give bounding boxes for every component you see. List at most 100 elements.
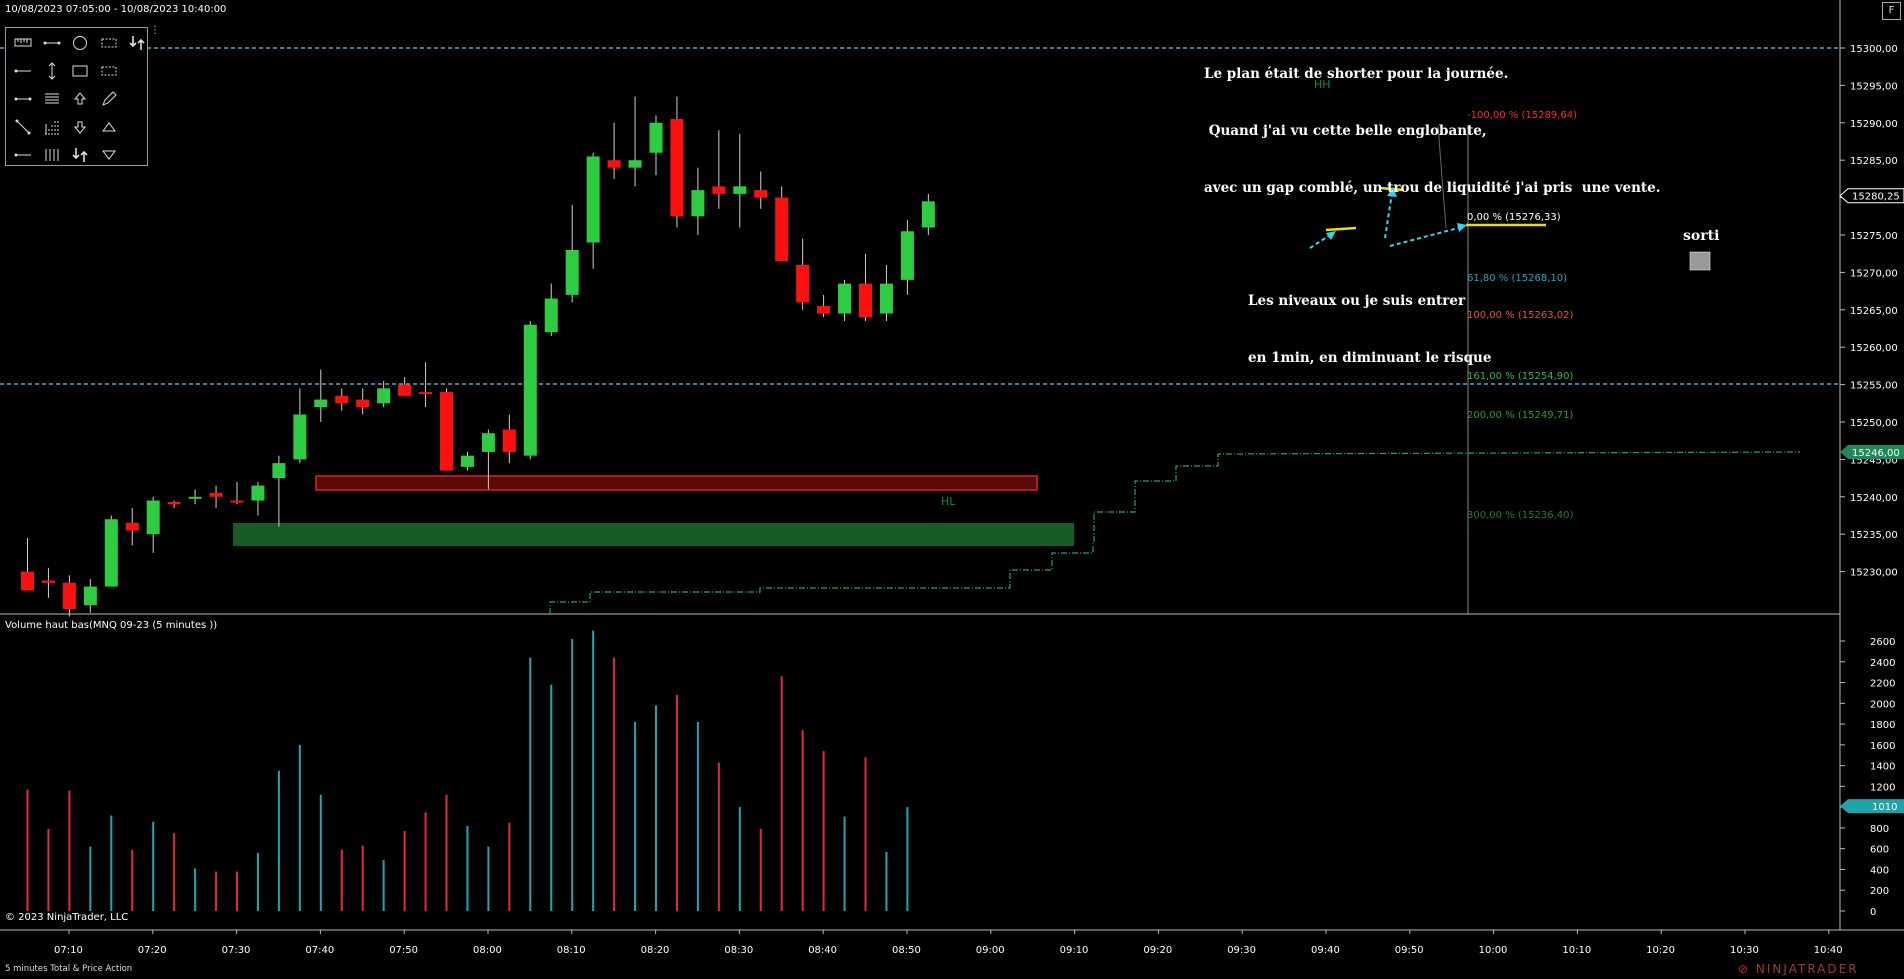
- entry-arrow-2-head: [1387, 187, 1397, 197]
- candle-body: [523, 324, 537, 456]
- brand-logo: ⊘ NINJATRADER: [1738, 962, 1859, 976]
- fib-retracement-tool-button[interactable]: [39, 116, 65, 138]
- volume-tick-label: 1800: [1870, 720, 1895, 731]
- time-tick-label: 07:20: [138, 945, 167, 956]
- date-range-label: 10/08/2023 07:05:00 - 10/08/2023 10:40:0…: [5, 4, 227, 15]
- trade-arrows-icon: [72, 148, 88, 162]
- fib-level-label: 200,00 % (15249,71): [1467, 410, 1573, 421]
- ellipse-icon: [73, 36, 87, 50]
- brand-logo-text: NINJATRADER: [1755, 962, 1859, 976]
- pencil-icon: [101, 91, 117, 106]
- fib-level-label: 61,80 % (15268,10): [1467, 273, 1567, 284]
- trade-arrows-tool-button[interactable]: [67, 144, 93, 166]
- time-tick-label: 09:00: [976, 945, 1005, 956]
- fib-level-label: 100,00 % (15263,02): [1467, 310, 1573, 321]
- extended-line-icon: [14, 69, 31, 73]
- triangle-up-tool-button[interactable]: [96, 116, 122, 138]
- price-tick-label: 15260,00: [1850, 343, 1898, 354]
- hl-label: HL: [941, 495, 956, 508]
- supply-zone: [315, 475, 1038, 491]
- time-tick-label: 08:10: [557, 945, 586, 956]
- candle-body: [670, 119, 684, 217]
- candle-body: [21, 571, 34, 591]
- line-segment-tool-button[interactable]: [10, 144, 36, 166]
- toolbar-grip-icon[interactable]: ⋮: [150, 25, 160, 36]
- vwap-price-tag: [1840, 445, 1904, 459]
- candle-body: [293, 414, 307, 460]
- ruler-tool-button[interactable]: [10, 32, 36, 54]
- candle-body: [838, 283, 852, 314]
- region-tool-button[interactable]: [96, 60, 122, 82]
- plan-line-3: avec un gap comblé, un trou de liquidité…: [1204, 180, 1661, 196]
- extended-line-tool-button[interactable]: [10, 60, 36, 82]
- candle-body: [691, 190, 705, 217]
- buy-sell-arrows-tool-button[interactable]: [124, 32, 150, 54]
- levels-annotation[interactable]: Les niveaux ou je suis entrer en 1min, e…: [1248, 254, 1491, 387]
- time-tick-label: 10:30: [1730, 945, 1759, 956]
- volume-current-tag: [1840, 799, 1904, 814]
- time-tick-label: 07:10: [54, 945, 83, 956]
- rectangle-dashed-tool-button[interactable]: [96, 32, 122, 54]
- candle-body: [440, 392, 453, 471]
- volume-panel-title: Volume haut bas(MNQ 09-23 (5 minutes )): [5, 620, 218, 631]
- rectangle-dashed-icon: [101, 38, 116, 48]
- volume-tick-label: 2400: [1870, 658, 1895, 669]
- ellipse-tool-button[interactable]: [67, 32, 93, 54]
- price-tick-label: 15250,00: [1850, 418, 1898, 429]
- time-tick-label: 09:50: [1395, 945, 1424, 956]
- horizontal-lines-icon: [44, 93, 59, 104]
- volume-tick-label: 600: [1870, 845, 1889, 856]
- time-tick-label: 09:30: [1227, 945, 1256, 956]
- candle-body: [41, 580, 55, 583]
- levels-line-1: Les niveaux ou je suis entrer: [1248, 293, 1466, 309]
- horizontal-line-tool-button[interactable]: [39, 32, 65, 54]
- candle-body: [712, 186, 726, 194]
- price-tick-label: 15275,00: [1850, 231, 1898, 242]
- horizontal-lines-tool-button[interactable]: [39, 88, 65, 110]
- candle-body: [314, 399, 328, 408]
- candle-body: [481, 433, 495, 452]
- price-tick-label: 15265,00: [1850, 306, 1898, 317]
- entry-level-1: [1325, 226, 1357, 232]
- candle-body: [607, 160, 621, 168]
- region-icon: [101, 66, 116, 76]
- candle-body: [544, 298, 558, 333]
- rectangle-tool-button[interactable]: [67, 60, 93, 82]
- trend-line-tool-button[interactable]: [10, 116, 36, 138]
- vertical-line-tool-button[interactable]: [39, 60, 65, 82]
- volume-tick-label: 1200: [1870, 782, 1895, 793]
- candle-body: [419, 392, 433, 395]
- pencil-tool-button[interactable]: [96, 88, 122, 110]
- candle-body: [900, 231, 914, 280]
- time-tick-label: 08:50: [892, 945, 921, 956]
- arrow-up-icon: [73, 92, 87, 105]
- exit-label[interactable]: sorti: [1683, 228, 1720, 244]
- plan-annotation[interactable]: Le plan était de shorter pour la journée…: [1204, 27, 1660, 217]
- vwap-price-label: 15246,00: [1852, 448, 1900, 459]
- volume-tick-label: 2600: [1870, 637, 1895, 648]
- panel-toggle-button[interactable]: F: [1882, 2, 1901, 20]
- ruler-icon: [14, 38, 32, 47]
- time-tick-label: 09:10: [1060, 945, 1089, 956]
- arrow-down-tool-button[interactable]: [67, 116, 93, 138]
- price-tick-label: 15270,00: [1850, 268, 1898, 279]
- triangle-down-icon: [101, 150, 116, 160]
- time-tick-label: 07:50: [389, 945, 418, 956]
- candle-body: [502, 429, 516, 452]
- candle-body: [628, 160, 642, 168]
- candle-body: [565, 249, 579, 295]
- horizontal-line-icon: [43, 41, 60, 45]
- arrow-up-tool-button[interactable]: [67, 88, 93, 110]
- ray-icon: [14, 97, 32, 101]
- demand-zone: [233, 523, 1074, 546]
- candle-body: [879, 283, 893, 314]
- buy-sell-arrows-icon: [129, 36, 145, 50]
- triangle-down-tool-button[interactable]: [96, 144, 122, 166]
- time-cycles-tool-button[interactable]: [39, 144, 65, 166]
- volume-tick-label: 1400: [1870, 762, 1895, 773]
- time-tick-label: 07:40: [305, 945, 334, 956]
- candle-body: [377, 388, 391, 404]
- ray-tool-button[interactable]: [10, 88, 36, 110]
- candle-body: [83, 586, 97, 606]
